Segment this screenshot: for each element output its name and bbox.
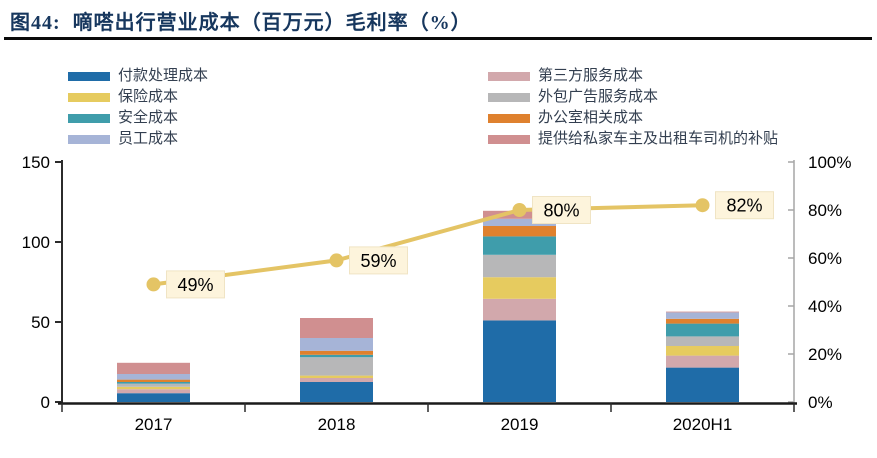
legend-swatch-icon <box>488 93 530 102</box>
legend-swatch-icon <box>488 72 530 81</box>
bar-segment <box>483 298 556 321</box>
legend-item: 员工成本 <box>68 129 208 150</box>
data-label-box <box>532 196 591 224</box>
legend-item: 安全成本 <box>68 108 208 129</box>
gross-margin-marker <box>329 253 344 268</box>
title-underline <box>4 37 872 40</box>
bar-segment <box>117 379 190 382</box>
bar-segment <box>117 389 190 394</box>
legend-swatch-icon <box>68 93 110 102</box>
gross-margin-marker <box>146 277 161 292</box>
axis-tick-label: 150 <box>22 153 50 172</box>
bar-segment <box>300 357 373 376</box>
data-label-box <box>166 270 225 299</box>
legend-swatch-icon <box>488 135 530 144</box>
bar-segment <box>300 350 373 355</box>
bar-segment <box>483 277 556 299</box>
bar-segment <box>483 320 556 402</box>
data-label-box <box>715 191 774 220</box>
bar-segment <box>483 236 556 255</box>
bar-segment <box>483 226 556 237</box>
legend-swatch-icon <box>488 114 530 123</box>
axis-tick-label: 2020H1 <box>673 415 733 434</box>
bar-segment <box>300 338 373 351</box>
bar-segment <box>666 336 739 346</box>
bar-segment <box>117 383 190 387</box>
legend-label: 外包广告服务成本 <box>538 89 659 105</box>
bar-segment <box>300 318 373 338</box>
figure-title: 图44: 嘀嗒出行营业成本（百万元）毛利率（%） <box>10 12 472 34</box>
bar-segment <box>666 323 739 337</box>
gross-margin-marker <box>512 203 527 217</box>
legend-item: 外包广告服务成本 <box>488 87 778 108</box>
legend-label: 付款处理成本 <box>118 68 209 84</box>
legend-column-2: 第三方服务成本 外包广告服务成本 办公室相关成本提供给私家车主及出租车司机的补贴 <box>488 66 778 150</box>
axis-tick-label: 59% <box>360 251 396 271</box>
axis-tick-label: 0 <box>41 393 50 412</box>
bar-segment <box>666 355 739 368</box>
legend-item: 第三方服务成本 <box>488 66 778 87</box>
legend-label: 办公室相关成本 <box>538 110 644 126</box>
axis-tick-label: 40% <box>808 297 842 316</box>
bar-segment <box>300 354 373 358</box>
legend-label: 员工成本 <box>118 131 179 147</box>
gross-margin-marker <box>695 198 710 213</box>
legend-item: 办公室相关成本 <box>488 108 778 129</box>
bar-segment <box>117 386 190 390</box>
gross-margin-line <box>153 203 703 287</box>
axis-tick-label: 80% <box>808 201 842 220</box>
axis-tick-label: 0% <box>808 393 833 412</box>
axis-tick-label: 50 <box>31 313 50 332</box>
axis-tick-label: 2019 <box>501 415 539 434</box>
bar-segment <box>483 218 556 226</box>
legend-label: 安全成本 <box>118 110 179 126</box>
bar-segment <box>666 318 739 324</box>
bar-segment <box>483 254 556 278</box>
axis-tick-label: 80% <box>543 201 579 221</box>
bar-segment <box>666 311 739 313</box>
axis-tick-label: 100 <box>22 233 50 252</box>
axis-tick-label: 49% <box>177 275 213 295</box>
bar-segment <box>300 378 373 382</box>
data-label-box <box>349 246 408 275</box>
legend-swatch-icon <box>68 135 110 144</box>
legend-label: 提供给私家车主及出租车司机的补贴 <box>538 131 779 147</box>
bar-segment <box>117 382 190 384</box>
axis-tick-label: 20% <box>808 345 842 364</box>
bar-segment <box>117 362 190 374</box>
legend-label: 第三方服务成本 <box>538 68 644 84</box>
legend-swatch-icon <box>68 114 110 123</box>
bar-segment <box>666 312 739 319</box>
legend-item: 付款处理成本 <box>68 66 208 87</box>
bar-segment <box>666 346 739 356</box>
bar-segment <box>117 374 190 380</box>
bar-segment <box>666 367 739 402</box>
bar-segment <box>300 382 373 402</box>
legend-item: 保险成本 <box>68 87 208 108</box>
legend-item: 提供给私家车主及出租车司机的补贴 <box>488 129 778 150</box>
axis-tick-label: 82% <box>726 196 762 216</box>
legend-swatch-icon <box>68 72 110 81</box>
bar-segment <box>300 375 373 378</box>
legend-label: 保险成本 <box>118 89 179 105</box>
axis-tick-label: 100% <box>808 153 851 172</box>
axis-tick-label: 2018 <box>318 415 356 434</box>
axis-tick-label: 60% <box>808 249 842 268</box>
bar-segment <box>117 393 190 402</box>
axis-tick-label: 2017 <box>135 415 173 434</box>
legend-column-1: 付款处理成本 保险成本安全成本员工成本 <box>68 66 208 150</box>
